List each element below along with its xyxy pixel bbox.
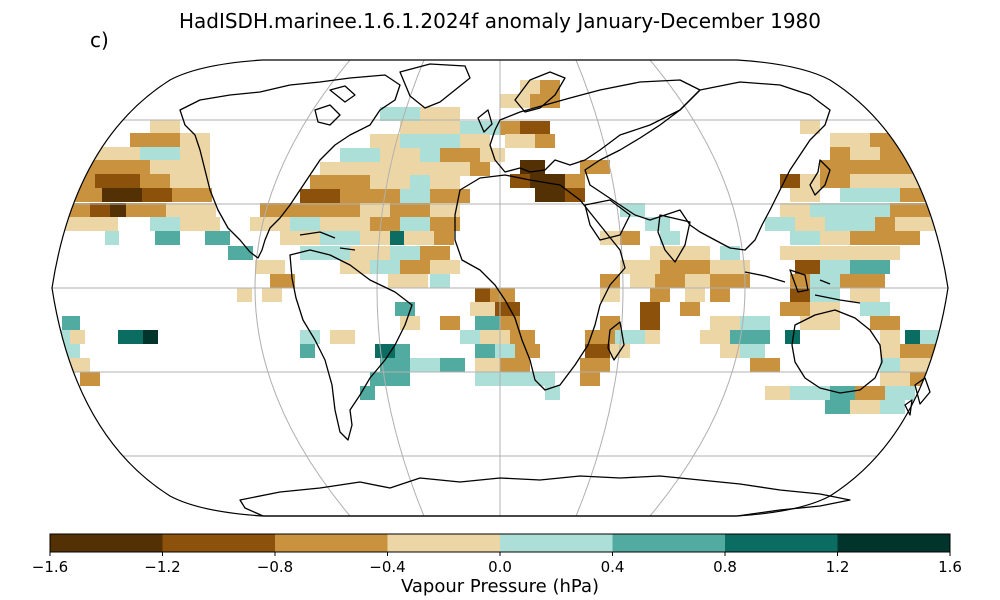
colorbar-label: Vapour Pressure (hPa) xyxy=(400,576,600,597)
coast-scandinavia xyxy=(514,71,566,113)
colorbar-swatch xyxy=(387,534,501,552)
colorbar xyxy=(50,534,951,552)
colorbar-tick-label: −1.6 xyxy=(31,558,69,576)
coast-caribbean xyxy=(299,231,356,251)
coast-indonesia xyxy=(744,269,861,304)
colorbar-tick-label: 0.8 xyxy=(713,558,737,576)
coast-madagascar xyxy=(607,321,625,361)
coastlines xyxy=(179,63,931,517)
colorbar-swatch xyxy=(612,534,726,552)
colorbar-tick-label: −0.4 xyxy=(369,558,406,576)
colorbar-tick-label: −1.2 xyxy=(144,558,181,576)
coast-north-america xyxy=(179,74,401,259)
coast-asia xyxy=(584,81,831,251)
coast-south-america xyxy=(289,249,413,441)
panel-label: c) xyxy=(90,28,109,52)
coast-africa xyxy=(454,174,626,391)
coast-india xyxy=(657,214,691,263)
colorbar-swatch xyxy=(837,534,951,552)
coast-europe xyxy=(489,79,701,173)
coast-antarctica xyxy=(239,475,851,517)
coast-greenland xyxy=(399,63,471,109)
globe-outline xyxy=(51,59,949,517)
colorbar-tick-label: 0.0 xyxy=(488,558,512,576)
colorbar-tick-label: 1.6 xyxy=(938,558,962,576)
colorbar-swatch xyxy=(500,534,613,552)
anomaly-grid xyxy=(55,80,945,414)
colorbar-swatch xyxy=(275,534,388,552)
colorbar-tick-label: 1.2 xyxy=(825,558,850,576)
coast-japan xyxy=(809,159,831,196)
coast-australia xyxy=(791,309,883,394)
colorbar-swatch xyxy=(50,534,163,552)
colorbar-tick-label: 0.4 xyxy=(600,558,625,576)
colorbar-swatch xyxy=(725,534,838,552)
coast-canadian-islands xyxy=(314,85,356,126)
coast-arabia xyxy=(584,199,631,241)
colorbar-swatch xyxy=(162,534,276,552)
map-title: HadISDH.marinee.1.6.1.2024f anomaly Janu… xyxy=(178,9,822,33)
colorbar-tick-label: −0.8 xyxy=(256,558,294,576)
coast-british-isles xyxy=(477,109,493,133)
